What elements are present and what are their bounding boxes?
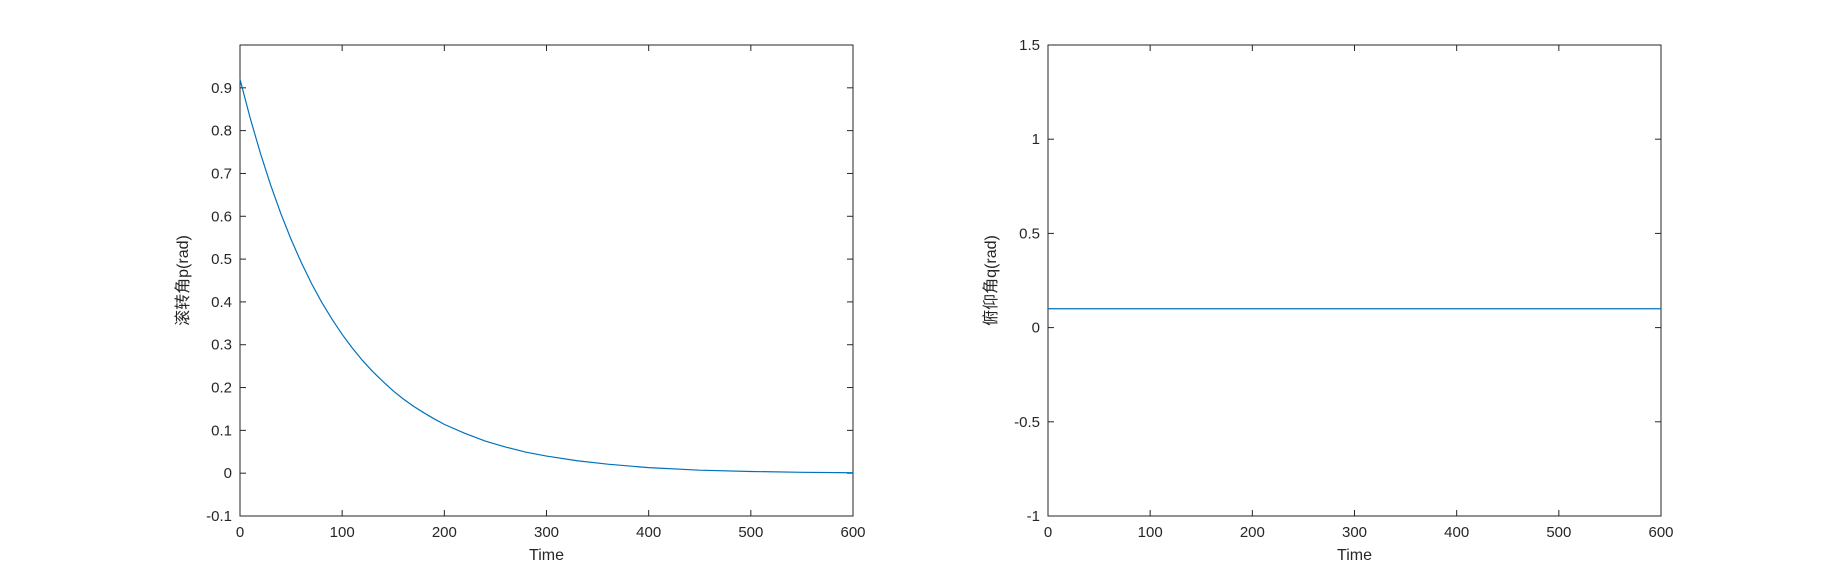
series-line-0 (239, 79, 854, 474)
y-tick-label: 0.5 (1019, 225, 1040, 242)
x-tick-label: 600 (1648, 524, 1673, 541)
x-tick-label: 600 (840, 524, 865, 541)
axes-frame (239, 44, 854, 517)
pitch-angle-chart: 0 100 200 300 400 500 600 -1 -0.5 0 0.5 1 1.5 Time 俯仰角… (982, 37, 1674, 564)
x-tick-label: 400 (636, 524, 661, 541)
x-axis-label: Time (1337, 547, 1372, 564)
y-tick-label: 0.9 (211, 80, 232, 97)
x-tick-label: 400 (1444, 524, 1469, 541)
y-axis-label: 俯仰角q(rad) (982, 235, 1000, 326)
y-tick-label: 1.5 (1019, 37, 1040, 54)
y-tick-label: 0 (1032, 320, 1040, 337)
y-tick-label: 0.5 (211, 251, 232, 268)
x-tick-label: 300 (1342, 524, 1367, 541)
x-tick-label: 100 (330, 524, 355, 541)
y-tick-label: 0.8 (211, 123, 232, 140)
x-tick-label: 500 (1546, 524, 1571, 541)
y-tick-label: 0.3 (211, 337, 232, 354)
roll-angle-chart: 0 100 200 300 400 500 600-0.100.10.20.30.40.50… (174, 44, 866, 564)
y-axis-label: 滚转角p(rad) (174, 235, 192, 326)
y-tick-label: 1 (1032, 131, 1040, 148)
axes-frame (1047, 44, 1662, 517)
y-tick-label: 0.1 (211, 422, 232, 439)
y-tick-label: -0.5 (1014, 414, 1040, 431)
x-tick-label: 200 (1240, 524, 1265, 541)
y-tick-label: 0.2 (211, 380, 232, 397)
x-tick-label: 200 (432, 524, 457, 541)
y-tick-label: -1 (1027, 508, 1040, 525)
y-tick-label: 0.6 (211, 208, 232, 225)
y-tick-label: 0.7 (211, 165, 232, 182)
x-axis-label: Time (529, 547, 564, 564)
y-tick-label: 0.4 (211, 294, 232, 311)
y-tick-label: -0.1 (206, 508, 232, 525)
x-tick-label: 300 (534, 524, 559, 541)
x-tick-label: 0 (236, 524, 244, 541)
x-tick-label: 500 (738, 524, 763, 541)
x-tick-label: 0 (1044, 524, 1052, 541)
x-tick-label: 100 (1138, 524, 1163, 541)
y-tick-label: 0 (224, 465, 232, 482)
